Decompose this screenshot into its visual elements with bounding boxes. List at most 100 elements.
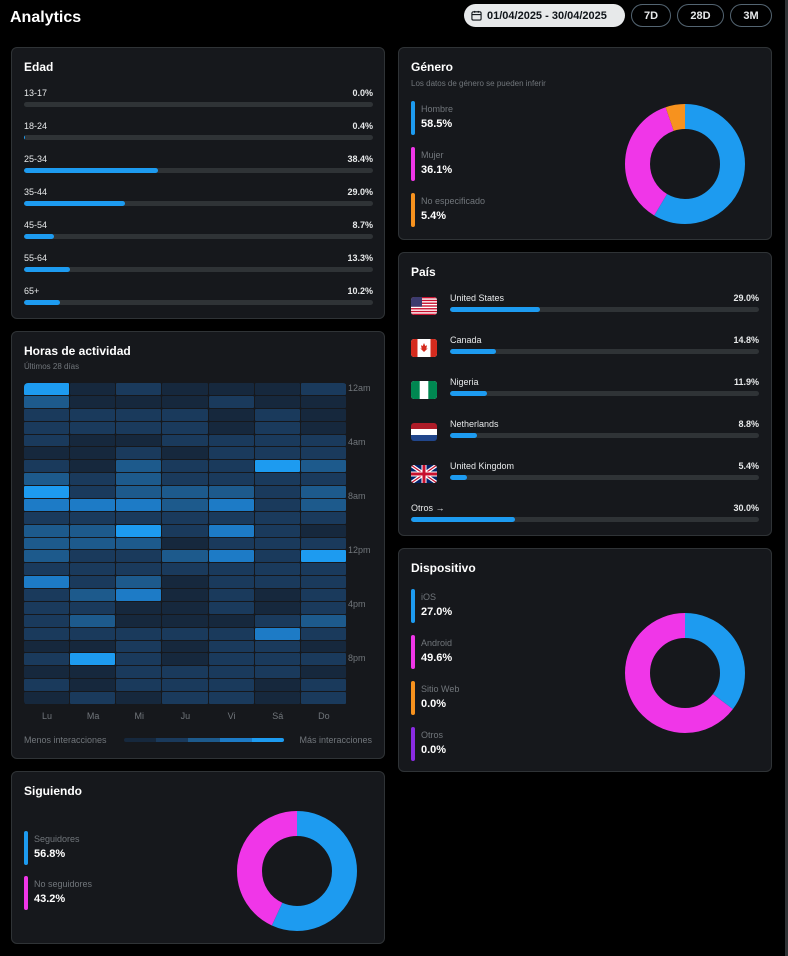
device-legend-swatch: [411, 589, 415, 623]
device-legend-swatch: [411, 681, 415, 715]
heatmap-cell: [70, 524, 116, 537]
heatmap-cell: [162, 640, 208, 653]
heatmap-cell: [162, 421, 208, 434]
heatmap-cell: [300, 589, 346, 601]
range-7d-button[interactable]: 7D: [631, 4, 671, 27]
device-title: Dispositivo: [411, 561, 476, 575]
heatmap-cell: [300, 537, 346, 550]
heatmap-cell: [254, 395, 300, 408]
heatmap-cell: [208, 524, 254, 537]
gender-legend-swatch: [411, 101, 415, 135]
heatmap-cell: [116, 524, 162, 537]
heatmap-cell: [300, 473, 346, 486]
age-row: 25-34 38.4%: [24, 154, 373, 178]
heatmap-cell: [24, 511, 70, 524]
gender-legend-item: Mujer 36.1%: [411, 147, 551, 181]
device-legend-label: Sitio Web: [421, 684, 460, 694]
heatmap-time-label: 8am: [348, 491, 366, 501]
heatmap-cell: [24, 576, 70, 589]
page-title: Analytics: [10, 9, 82, 26]
following-legend-label: Seguidores: [34, 834, 80, 844]
age-bar-track: [24, 102, 373, 107]
activity-heatmap: [24, 383, 347, 705]
heatmap-cell: [70, 408, 116, 421]
heatmap-day-label: Mi: [134, 711, 145, 721]
heatmap-cell: [254, 601, 300, 614]
heatmap-day-label: Lu: [41, 711, 52, 721]
heatmap-cell: [162, 653, 208, 666]
age-value: 10.2%: [347, 286, 373, 296]
heatmap-cell: [208, 563, 254, 576]
range-28d-button[interactable]: 28D: [677, 4, 724, 27]
age-label: 65+: [24, 286, 40, 296]
following-legend-swatch: [24, 831, 28, 865]
heatmap-cell: [24, 653, 70, 666]
heatmap-cell: [70, 537, 116, 550]
nl-flag-icon: [411, 423, 437, 441]
activity-card: Horas de actividad Últimos 28 días 12am 4…: [11, 331, 385, 759]
heatmap-cell: [208, 589, 254, 601]
heatmap-cell: [116, 627, 162, 640]
heatmap-cell: [254, 666, 300, 679]
heatmap-cell: [208, 498, 254, 511]
age-bar-fill: [24, 201, 126, 206]
date-range-label: 01/04/2025 - 30/04/2025: [487, 9, 607, 22]
activity-subtitle: Últimos 28 días: [24, 362, 80, 371]
range-3m-button[interactable]: 3M: [730, 4, 772, 27]
heatmap-cell: [254, 589, 300, 601]
heatmap-cell: [300, 640, 346, 653]
device-legend-item: Otros 0.0%: [411, 727, 551, 761]
heatmap-cell: [24, 614, 70, 627]
us-flag-icon: [411, 297, 437, 315]
age-value: 0.0%: [352, 88, 373, 98]
country-name: Canada: [450, 335, 482, 345]
heatmap-cell: [300, 614, 346, 627]
heatmap-cell: [24, 383, 70, 395]
heatmap-cell: [208, 601, 254, 614]
date-range-button[interactable]: 01/04/2025 - 30/04/2025: [464, 4, 625, 27]
heatmap-cell: [254, 473, 300, 486]
heatmap-cell: [116, 653, 162, 666]
country-name: Nigeria: [450, 377, 479, 387]
heatmap-cell: [300, 434, 346, 447]
country-value: 14.8%: [733, 335, 759, 345]
heatmap-cell: [24, 692, 70, 704]
age-label: 35-44: [24, 187, 48, 197]
heatmap-time-label: 4am: [348, 437, 366, 447]
age-label: 18-24: [24, 121, 48, 131]
heatmap-cell: [24, 460, 70, 473]
gender-donut-slice: [625, 104, 745, 224]
heatmap-cell: [208, 537, 254, 550]
heatmap-cell: [300, 679, 346, 692]
device-legend-item: iOS 27.0%: [411, 589, 551, 623]
country-bar-fill: [450, 433, 478, 438]
heatmap-cell: [116, 640, 162, 653]
heatmap-time-label: 8pm: [348, 653, 366, 663]
heatmap-cell: [70, 653, 116, 666]
heatmap-cell: [254, 679, 300, 692]
heatmap-cell: [300, 383, 346, 395]
age-row: 45-54 8.7%: [24, 220, 373, 244]
country-others-link[interactable]: Otros →: [411, 503, 445, 513]
device-legend-label: Android: [421, 638, 453, 648]
gender-subtitle: Los datos de género se pueden inferir: [411, 79, 546, 88]
country-bar-track: [450, 349, 759, 354]
heatmap-cell: [70, 666, 116, 679]
calendar-icon: [471, 10, 482, 21]
scrollbar[interactable]: [785, 0, 788, 956]
following-legend-value: 43.2%: [34, 893, 66, 905]
heatmap-cell: [70, 447, 116, 460]
heatmap-day-label: Ju: [180, 711, 191, 721]
heatmap-cell: [162, 447, 208, 460]
heatmap-cell: [254, 511, 300, 524]
heatmap-cell: [70, 692, 116, 704]
heatmap-cell: [254, 383, 300, 395]
heatmap-cell: [24, 679, 70, 692]
device-donut-slice: [625, 613, 745, 733]
age-bar-track: [24, 201, 373, 206]
heatmap-cell: [162, 460, 208, 473]
heatmap-cell: [162, 511, 208, 524]
heatmap-cell: [162, 550, 208, 563]
heatmap-cell: [254, 692, 300, 704]
heatmap-cell: [116, 447, 162, 460]
